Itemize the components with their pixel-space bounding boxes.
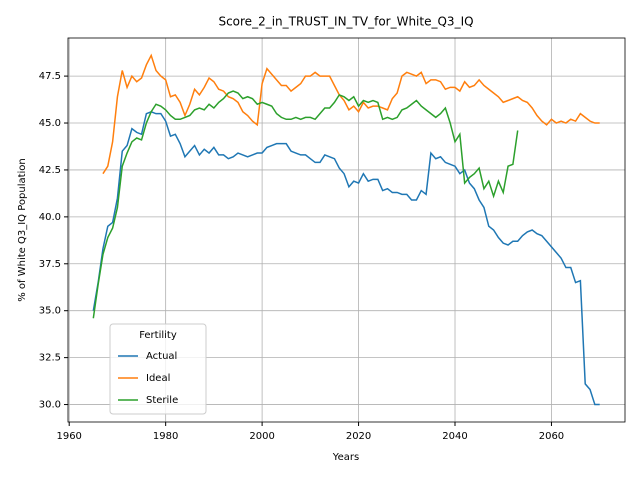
x-tick-label: 1980 — [153, 431, 178, 442]
line-series — [102, 53, 600, 175]
x-tick-label: 1960 — [56, 431, 81, 442]
legend-label: Actual — [146, 351, 177, 362]
x-axis-label: Years — [332, 452, 359, 463]
legend: Fertility Actual Ideal Sterile — [109, 323, 207, 415]
legend-box — [109, 323, 207, 415]
legend-title: Fertility — [139, 330, 177, 341]
y-tick-label: 30.0 — [39, 400, 61, 411]
y-axis-label: % of White Q3_IQ Population — [17, 158, 28, 302]
legend-label: Ideal — [146, 373, 170, 384]
x-tick-label: 2040 — [442, 431, 467, 442]
y-tick-label: 37.5 — [39, 259, 61, 270]
legend-label: Sterile — [146, 395, 178, 406]
y-tick-label: 42.5 — [39, 165, 61, 176]
plot-frame — [67, 37, 626, 423]
x-tick-label: 2060 — [539, 431, 564, 442]
x-tick-label: 2000 — [249, 431, 274, 442]
x-tick-label: 2020 — [346, 431, 371, 442]
y-tick-label: 35.0 — [39, 306, 61, 317]
y-tick-label: 47.5 — [39, 71, 61, 82]
chart-title: Score_2_in_TRUST_IN_TV_for_White_Q3_IQ — [218, 15, 473, 29]
y-tick-label: 40.0 — [39, 212, 61, 223]
y-tick-label: 45.0 — [39, 118, 61, 129]
line-series — [92, 110, 600, 406]
y-tick-label: 32.5 — [39, 353, 61, 364]
line-series — [92, 90, 519, 319]
